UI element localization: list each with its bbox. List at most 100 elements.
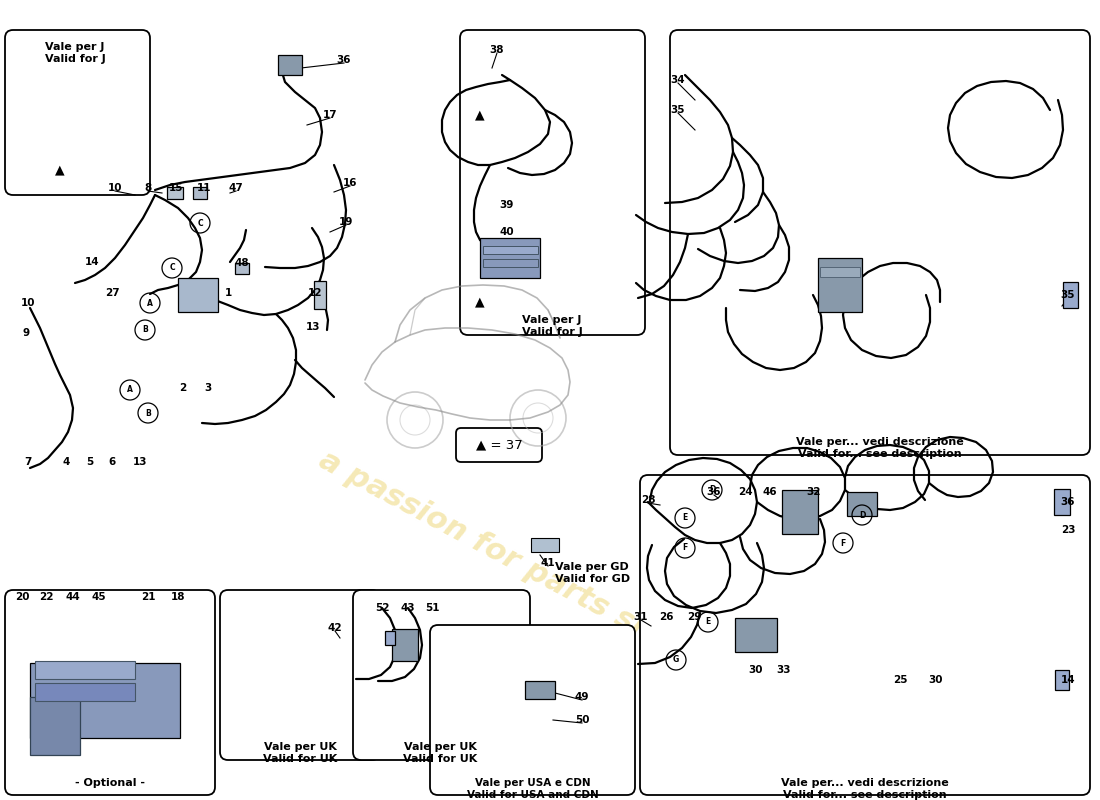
Text: 30: 30 xyxy=(928,675,944,685)
Text: 19: 19 xyxy=(339,217,353,227)
Text: Vale per USA e CDN
Valid for USA and CDN: Vale per USA e CDN Valid for USA and CDN xyxy=(468,778,598,800)
Text: 20: 20 xyxy=(14,592,30,602)
Text: Vale per UK
Valid for UK: Vale per UK Valid for UK xyxy=(403,742,477,763)
Bar xyxy=(192,187,207,199)
Text: 30: 30 xyxy=(749,665,763,675)
Text: 6: 6 xyxy=(109,457,116,467)
FancyBboxPatch shape xyxy=(220,590,380,760)
Text: 34: 34 xyxy=(671,75,685,85)
Bar xyxy=(235,262,249,274)
Text: 4: 4 xyxy=(63,457,69,467)
Text: 51: 51 xyxy=(425,603,439,613)
FancyBboxPatch shape xyxy=(460,30,645,335)
Text: Vale per J
Valid for J: Vale per J Valid for J xyxy=(521,315,582,337)
Text: Vale per... vedi descrizione
Valid for... see description: Vale per... vedi descrizione Valid for..… xyxy=(781,778,949,800)
Text: 14: 14 xyxy=(85,257,99,267)
FancyBboxPatch shape xyxy=(6,30,150,195)
Bar xyxy=(1055,670,1069,690)
Bar xyxy=(480,238,540,278)
Text: A: A xyxy=(147,298,153,307)
Bar xyxy=(483,246,538,254)
FancyBboxPatch shape xyxy=(640,475,1090,795)
Text: 11: 11 xyxy=(197,183,211,193)
Text: 35: 35 xyxy=(671,105,685,115)
Bar xyxy=(1054,489,1070,515)
Text: 2: 2 xyxy=(179,383,187,393)
Text: 49: 49 xyxy=(574,692,590,702)
Bar xyxy=(782,490,818,534)
Bar xyxy=(818,258,862,312)
Text: a passion for parts since 1985: a passion for parts since 1985 xyxy=(314,446,786,714)
Text: 35: 35 xyxy=(1060,290,1076,300)
Text: B: B xyxy=(145,409,151,418)
Text: - Optional -: - Optional - xyxy=(75,778,145,788)
Text: 9: 9 xyxy=(22,328,30,338)
Text: ▲: ▲ xyxy=(475,109,485,122)
Text: C: C xyxy=(197,218,202,227)
Text: 38: 38 xyxy=(490,45,504,55)
Bar xyxy=(178,278,218,312)
Bar xyxy=(820,267,860,277)
Text: 50: 50 xyxy=(574,715,590,725)
Text: F: F xyxy=(682,543,688,553)
Bar xyxy=(30,662,180,738)
Text: Vale per GD
Valid for GD: Vale per GD Valid for GD xyxy=(556,562,630,584)
Text: E: E xyxy=(682,514,688,522)
Bar xyxy=(167,187,183,199)
Text: ▲: ▲ xyxy=(475,295,485,309)
Text: 36: 36 xyxy=(1060,497,1076,507)
Bar xyxy=(392,629,418,661)
Text: 3: 3 xyxy=(205,383,211,393)
Text: 10: 10 xyxy=(108,183,122,193)
Text: 10: 10 xyxy=(21,298,35,308)
Text: B: B xyxy=(142,326,147,334)
Text: 23: 23 xyxy=(1060,525,1076,535)
Text: 46: 46 xyxy=(762,487,778,497)
Text: 47: 47 xyxy=(229,183,243,193)
Text: 48: 48 xyxy=(234,258,250,268)
Text: Vale per UK
Valid for UK: Vale per UK Valid for UK xyxy=(263,742,337,763)
Text: 21: 21 xyxy=(141,592,155,602)
Text: C: C xyxy=(169,263,175,273)
Text: 32: 32 xyxy=(806,487,822,497)
Text: 14: 14 xyxy=(1060,675,1076,685)
Text: 43: 43 xyxy=(400,603,416,613)
Bar xyxy=(385,631,395,645)
Bar xyxy=(278,55,303,75)
Text: 36: 36 xyxy=(706,487,722,497)
Text: 16: 16 xyxy=(343,178,358,188)
Text: E: E xyxy=(705,618,711,626)
Text: 7: 7 xyxy=(24,457,32,467)
Text: 29: 29 xyxy=(686,612,701,622)
Text: 41: 41 xyxy=(541,558,556,568)
Text: 18: 18 xyxy=(170,592,185,602)
Text: Vale per J
Valid for J: Vale per J Valid for J xyxy=(45,42,106,64)
FancyBboxPatch shape xyxy=(670,30,1090,455)
Text: D: D xyxy=(859,510,866,519)
Text: 33: 33 xyxy=(777,665,791,675)
Text: G: G xyxy=(673,655,679,665)
Bar xyxy=(1063,282,1078,308)
Text: Vale per... vedi descrizione
Valid for... see description: Vale per... vedi descrizione Valid for..… xyxy=(796,437,964,458)
Bar xyxy=(483,259,538,267)
FancyBboxPatch shape xyxy=(6,590,214,795)
Text: D: D xyxy=(708,486,715,494)
Text: 15: 15 xyxy=(168,183,184,193)
Text: 52: 52 xyxy=(375,603,389,613)
Text: 31: 31 xyxy=(634,612,648,622)
Text: 36: 36 xyxy=(337,55,351,65)
Text: 13: 13 xyxy=(306,322,320,332)
Text: 26: 26 xyxy=(659,612,673,622)
Text: 8: 8 xyxy=(144,183,152,193)
Text: 12: 12 xyxy=(308,288,322,298)
Bar xyxy=(525,681,556,699)
Bar xyxy=(35,661,135,679)
Bar xyxy=(35,683,135,701)
Text: 40: 40 xyxy=(499,227,515,237)
Text: F: F xyxy=(840,538,846,547)
Text: A: A xyxy=(128,386,133,394)
Bar xyxy=(735,618,777,652)
Text: 44: 44 xyxy=(66,592,80,602)
Text: 27: 27 xyxy=(104,288,119,298)
FancyBboxPatch shape xyxy=(353,590,530,760)
